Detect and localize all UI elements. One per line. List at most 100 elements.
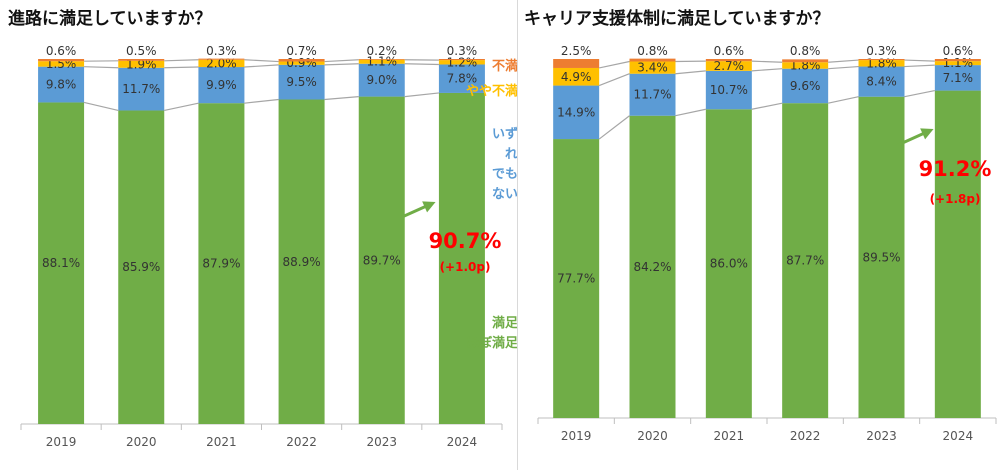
data-label-2023-2: 9.0%: [367, 73, 398, 87]
bar-segment-2020-やや不満: [629, 61, 676, 74]
data-label-2024-3: 1.2%: [447, 55, 478, 69]
legend-label: いず: [492, 126, 518, 142]
data-label-2024-2: 7.1%: [943, 71, 974, 85]
data-label-2020-4: 0.8%: [637, 44, 668, 58]
trend-arrow-head: [422, 201, 436, 213]
data-label-2021-1: 87.9%: [202, 257, 240, 271]
data-label-2019-1: 88.1%: [42, 256, 80, 270]
bar-segment-2023-やや不満: [358, 59, 405, 64]
series-connector-line: [244, 98, 279, 104]
legend-label: ほぼ満足: [466, 335, 519, 351]
data-label-2022-2: 9.6%: [790, 79, 821, 93]
x-tick-label: 2021: [714, 429, 745, 443]
bar-segment-2019-やや不満: [553, 67, 600, 86]
data-label-2023-1: 89.5%: [862, 250, 900, 264]
bar-segment-2022-やや不満: [278, 61, 325, 65]
legend-label: でも: [492, 167, 518, 182]
bar-segment-2022-不満: [782, 59, 829, 63]
series-connector-line: [244, 59, 279, 63]
highlight-value: 90.7%: [429, 229, 502, 253]
series-connector-line: [598, 73, 630, 87]
bar-segment-2023-不満: [358, 59, 405, 60]
legend-label: 不満: [492, 58, 518, 74]
bar-segment-2021-いずれでもない: [198, 67, 245, 104]
data-label-2021-4: 0.6%: [714, 44, 745, 58]
x-tick-label: 2020: [126, 435, 157, 449]
series-connector-line: [404, 92, 439, 98]
bar-segment-2023-いずれでもない: [858, 66, 905, 97]
bar-segment-2020-不満: [118, 59, 165, 61]
bar-segment-2019-満足-ほぼ満足: [38, 102, 85, 424]
bar-segment-2020-いずれでもない: [118, 67, 165, 111]
bar-segment-2021-不満: [198, 58, 245, 60]
series-connector-line: [598, 115, 630, 140]
series-connector-line: [83, 101, 119, 112]
trend-arrow-head: [920, 128, 934, 140]
series-connector-line: [164, 102, 199, 112]
data-label-2022-2: 9.5%: [286, 75, 317, 89]
bar-segment-2021-やや不満: [198, 59, 245, 68]
legend-label: 満足: [492, 315, 519, 331]
bar-segment-2020-不満: [629, 58, 676, 62]
data-label-2024-4: 0.6%: [943, 44, 974, 58]
series-connector-line: [675, 108, 706, 117]
data-label-2021-2: 9.9%: [206, 78, 237, 92]
series-connector-line: [904, 90, 935, 98]
chart-title: 進路に満足していますか？: [8, 8, 212, 29]
bar-segment-2024-不満: [934, 59, 981, 62]
data-label-2019-2: 9.8%: [46, 78, 77, 92]
bar-segment-2020-やや不満: [118, 60, 165, 68]
chart-career-path-satisfaction: 進路に満足していますか？88.1%9.8%1.5%0.6%201985.9%11…: [8, 8, 519, 449]
x-tick-label: 2022: [790, 429, 821, 443]
data-label-2019-2: 14.9%: [557, 105, 595, 119]
data-label-2023-3: 1.8%: [866, 56, 897, 70]
bar-segment-2022-いずれでもない: [278, 64, 325, 100]
data-label-2023-1: 89.7%: [363, 253, 401, 267]
data-label-2024-4: 0.3%: [447, 44, 478, 58]
data-label-2022-4: 0.8%: [790, 44, 821, 58]
bar-segment-2021-満足-ほぼ満足: [198, 103, 245, 424]
data-label-2023-2: 8.4%: [866, 75, 897, 89]
bar-segment-2021-やや不満: [705, 61, 752, 71]
bar-segment-2023-不満: [858, 59, 905, 61]
bar-segment-2023-いずれでもない: [358, 63, 405, 97]
data-label-2019-4: 0.6%: [46, 44, 77, 58]
series-connector-line: [324, 63, 359, 66]
data-label-2019-4: 2.5%: [561, 44, 592, 58]
series-connector-line: [324, 95, 359, 101]
bar-segment-2019-やや不満: [38, 61, 85, 67]
series-connector-line: [164, 66, 199, 69]
x-tick-label: 2020: [637, 429, 668, 443]
data-label-2021-3: 2.0%: [206, 56, 237, 70]
bar-segment-2022-満足-ほぼ満足: [782, 103, 829, 419]
highlight-change: (+1.8p): [930, 192, 981, 206]
bar-segment-2021-不満: [705, 59, 752, 62]
series-connector-line: [404, 63, 439, 66]
chart-title: キャリア支援体制に満足していますか？: [524, 8, 830, 29]
x-tick-label: 2024: [447, 435, 478, 449]
data-label-2020-4: 0.5%: [126, 44, 157, 58]
data-label-2024-3: 1.1%: [943, 56, 974, 70]
data-label-2021-1: 86.0%: [710, 257, 748, 271]
series-connector-line: [244, 64, 279, 68]
data-label-2023-4: 0.3%: [866, 44, 897, 58]
data-label-2023-3: 1.1%: [367, 55, 398, 69]
bar-segment-2024-いずれでもない: [438, 64, 485, 93]
bar-segment-2019-いずれでもない: [553, 85, 600, 140]
data-label-2023-4: 0.2%: [367, 44, 398, 58]
bar-segment-2023-満足-ほぼ満足: [858, 96, 905, 418]
bar-segment-2021-いずれでもない: [705, 70, 752, 110]
bar-segment-2024-満足-ほぼ満足: [438, 92, 485, 424]
data-label-2020-1: 85.9%: [122, 260, 160, 274]
series-connector-line: [751, 102, 783, 110]
data-label-2022-1: 87.7%: [786, 254, 824, 268]
series-connector-line: [828, 65, 859, 70]
data-label-2024-2: 7.8%: [447, 72, 478, 86]
x-tick-label: 2019: [46, 435, 77, 449]
bar-segment-2020-いずれでもない: [629, 73, 676, 116]
bar-segment-2022-やや不満: [782, 62, 829, 69]
data-label-2019-1: 77.7%: [557, 272, 595, 286]
data-label-2021-2: 10.7%: [710, 83, 748, 97]
